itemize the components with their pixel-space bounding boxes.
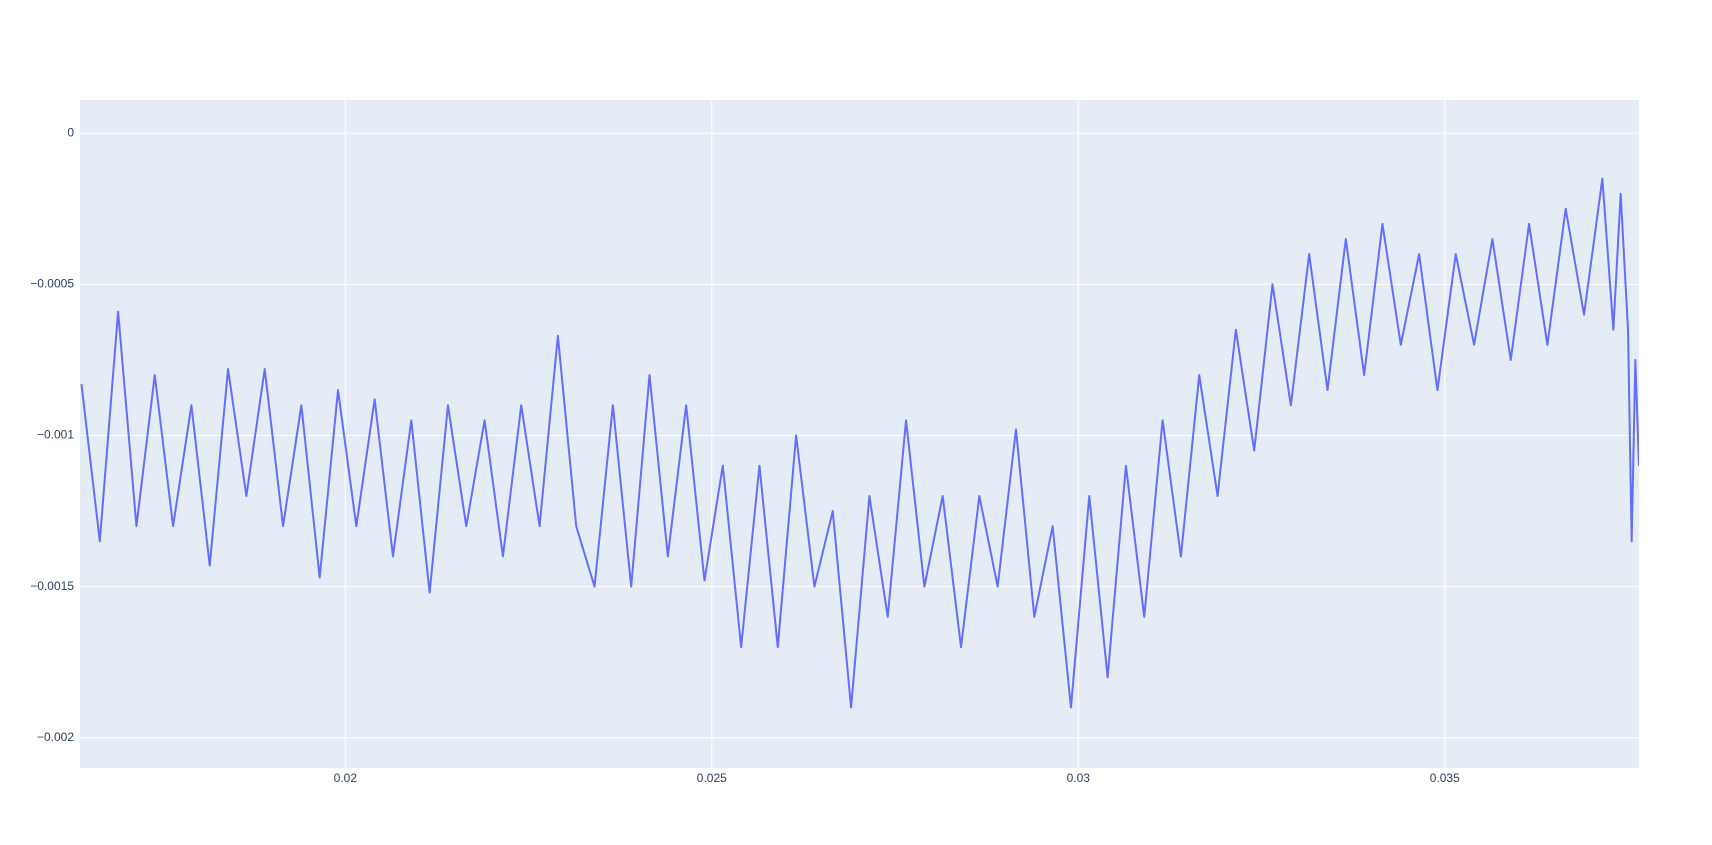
plot-area <box>80 177 1639 709</box>
y-tick-label: −0.0005 <box>30 277 74 291</box>
x-tick-label: 0.03 <box>1067 771 1091 785</box>
x-tick-label: 0.035 <box>1430 771 1460 785</box>
data-line <box>80 177 1639 709</box>
y-tick-label: 0 <box>67 125 74 139</box>
plot-background <box>80 100 1639 768</box>
y-tick-label: −0.001 <box>37 428 74 442</box>
y-tick-label: −0.002 <box>37 730 74 744</box>
x-tick-label: 0.02 <box>334 771 358 785</box>
y-tick-label: −0.0015 <box>30 579 74 593</box>
x-tick-label: 0.025 <box>697 771 727 785</box>
